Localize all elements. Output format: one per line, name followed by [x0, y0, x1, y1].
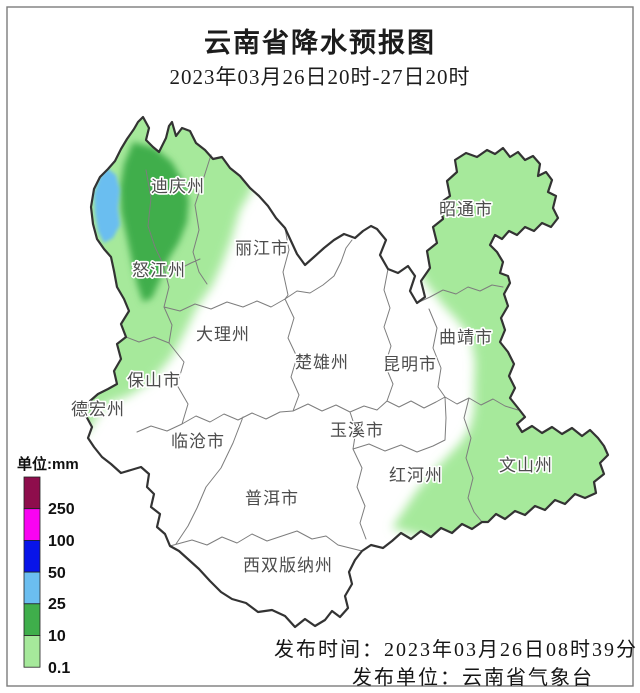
image-frame	[6, 6, 634, 687]
region-label-xishuangbanna: 西双版纳州	[243, 556, 333, 575]
region-label-baoshan: 保山市	[127, 371, 181, 390]
region-label-wenshan: 文山州	[499, 456, 553, 475]
legend-swatch-0-1	[23, 635, 41, 668]
legend-value-250: 250	[48, 501, 75, 518]
publisher: 发布单位：云南省气象台	[352, 666, 594, 689]
legend-swatch-250	[23, 476, 41, 510]
legend-value-50: 50	[48, 565, 66, 582]
region-label-dali: 大理州	[196, 325, 250, 344]
region-labels: 迪庆州 怒江州 丽江市 昭通市 大理州 保山市 德宏州 临沧市 楚雄州 昆明市 …	[69, 175, 553, 576]
legend-swatch-25	[23, 571, 41, 605]
region-label-lincang: 临沧市	[171, 432, 225, 451]
legend: 单位:mm 250 100 50 25 10 0.1	[17, 455, 79, 677]
publish-time: 发布时间：2023年03月26日08时39分	[274, 638, 638, 661]
legend-swatch-100	[23, 508, 41, 541]
legend-unit-label: 单位:mm	[17, 455, 79, 473]
region-label-zhaotong: 昭通市	[439, 200, 493, 219]
rain-core-diqing	[120, 142, 189, 302]
region-label-lijiang: 丽江市	[235, 239, 289, 258]
legend-value-10: 10	[48, 628, 66, 645]
legend-value-0-1: 0.1	[48, 660, 70, 677]
region-label-honghe: 红河州	[389, 466, 443, 485]
legend-swatch-10	[23, 603, 41, 636]
legend-value-100: 100	[48, 533, 75, 550]
region-label-yuxi: 玉溪市	[330, 421, 384, 440]
region-label-kunming: 昆明市	[383, 355, 437, 374]
district-boundaries	[125, 154, 519, 552]
forecast-period: 2023年03月26日20时-27日20时	[170, 65, 471, 89]
legend-swatch-50	[23, 540, 41, 573]
region-label-chuxiong: 楚雄州	[295, 353, 349, 372]
region-label-nujiang: 怒江州	[132, 261, 186, 280]
page-title: 云南省降水预报图	[204, 28, 436, 58]
region-label-diqing: 迪庆州	[151, 177, 205, 196]
region-label-dehong: 德宏州	[71, 400, 125, 419]
region-label-puer: 普洱市	[245, 489, 299, 508]
rain-patch-blue	[94, 168, 120, 243]
legend-value-25: 25	[48, 596, 66, 613]
region-label-qujing: 曲靖市	[439, 328, 493, 347]
